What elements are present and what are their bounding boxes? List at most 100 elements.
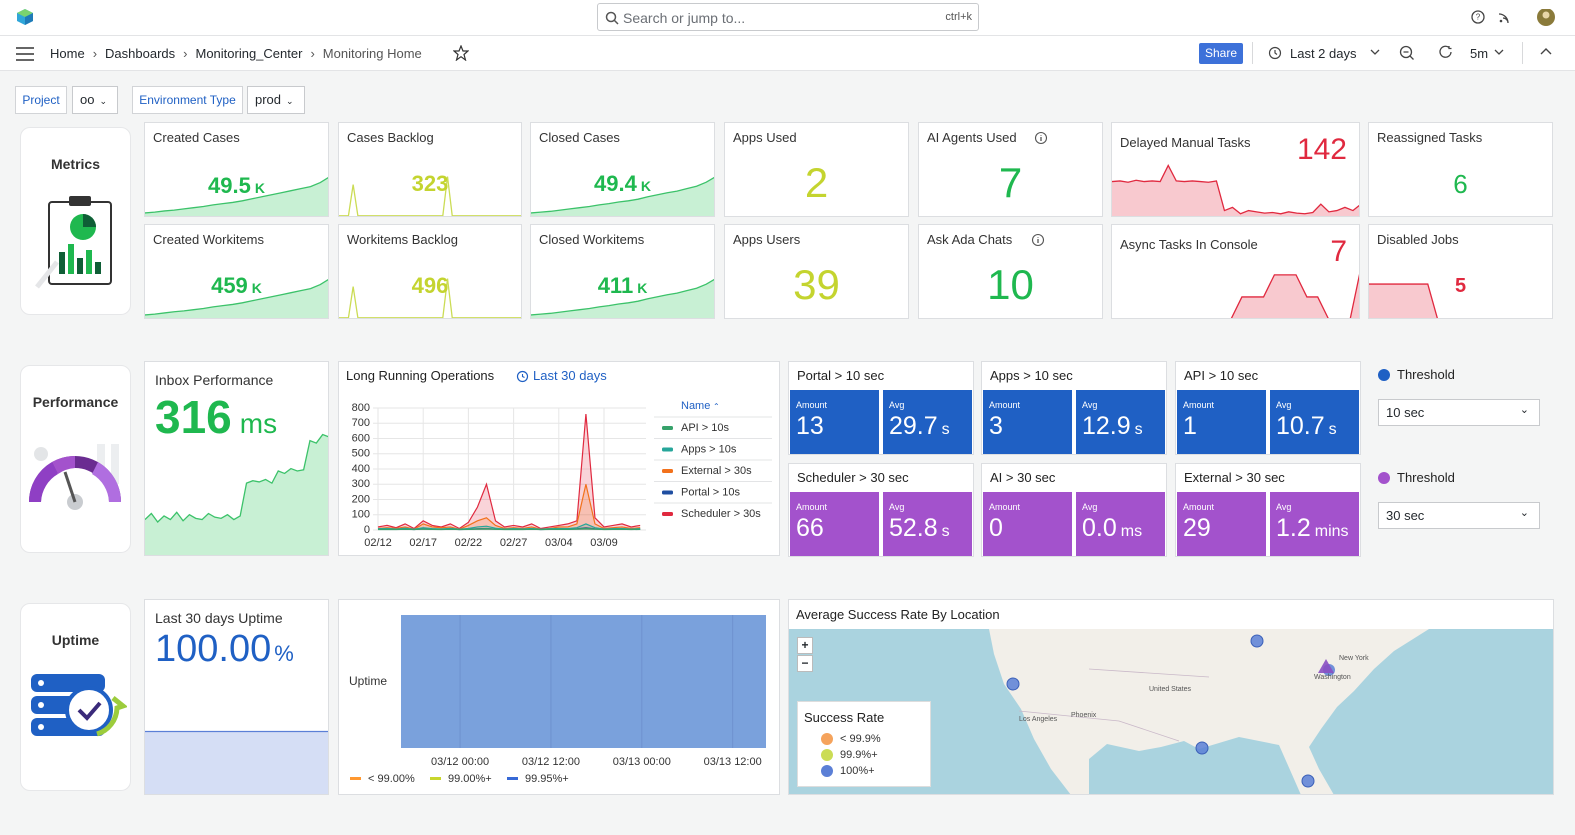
tile-value: 10.7 s: [1276, 412, 1337, 441]
search-icon: [605, 11, 619, 25]
chevron: [1370, 49, 1380, 55]
search-box[interactable]: Search or jump to... ctrl+k: [597, 3, 979, 31]
breadcrumb[interactable]: Dashboards: [105, 46, 176, 61]
tile-number: 0: [989, 514, 1003, 542]
operation-tile: Amount 1: [1177, 390, 1266, 454]
zoom-button[interactable]: −: [797, 655, 813, 672]
stat-panel: Closed Workitems 411 K: [530, 224, 715, 319]
operation-panel: Scheduler > 30 sec Amount 66 Avg 52.8 s: [788, 463, 974, 557]
inbox-panel: Inbox Performance 316 ms: [144, 361, 329, 556]
map-legend-title: Success Rate: [804, 710, 885, 725]
refresh-icon[interactable]: [1438, 45, 1454, 61]
stat-panel: Apps Users 39: [724, 224, 909, 319]
time-range[interactable]: Last 2 days: [1290, 46, 1357, 61]
operation-panel: AI > 30 sec Amount 0 Avg 0.0 ms: [981, 463, 1167, 557]
stat-value: 7: [919, 159, 1102, 207]
dot: [821, 765, 833, 777]
map-marker: [1250, 634, 1264, 648]
sparkline: [145, 433, 328, 555]
stat-panel: Closed Cases 49.4 K: [530, 122, 715, 217]
stat-title: AI Agents Used: [927, 130, 1017, 145]
icon-part: [34, 447, 48, 461]
chevron: ⌄: [1519, 507, 1529, 519]
tile-value: 1: [1183, 412, 1197, 441]
sparkline-line: [1112, 164, 1359, 215]
menu-icon[interactable]: [16, 47, 34, 61]
stat-title: Closed Workitems: [539, 232, 645, 247]
variable-select[interactable]: oo ⌄: [72, 86, 118, 114]
variable-select[interactable]: prod ⌄: [247, 86, 305, 114]
stat-title: Cases Backlog: [347, 130, 434, 145]
share-button[interactable]: Share: [1199, 43, 1243, 64]
sparkline: [339, 176, 521, 216]
uptime-value: 100.00%: [155, 628, 294, 671]
zoom-button[interactable]: +: [797, 637, 813, 654]
stat-panel: Workitems Backlog 496: [338, 224, 522, 319]
sparkline: [1369, 283, 1438, 318]
zoom-label: +: [801, 638, 809, 652]
breadcrumb-separator: ›: [310, 46, 315, 61]
legend-label: 100%+: [840, 765, 875, 777]
uptime-number: 100.00: [155, 628, 272, 670]
chevron: [1494, 49, 1504, 55]
borders: [1018, 668, 1210, 742]
stat-value: 142: [1297, 133, 1347, 167]
icon-part: [63, 471, 77, 503]
star-icon[interactable]: [453, 45, 469, 61]
map-marker: [1318, 659, 1334, 673]
top-bar: Search or jump to... ctrl+k ?: [0, 0, 1575, 36]
stat-value: 49.4 K: [531, 171, 714, 197]
collapse-icon[interactable]: [1540, 48, 1552, 56]
x-tick-label: 03/12 12:00: [522, 756, 580, 768]
stat-unit: K: [640, 178, 651, 194]
dot: [821, 733, 833, 745]
breadcrumb[interactable]: Monitoring_Center: [195, 46, 303, 61]
icon-part: [52, 455, 75, 474]
stat-number: 6: [1453, 169, 1468, 199]
stat-number: 459: [211, 273, 248, 298]
tile-value: 3: [989, 412, 1003, 441]
tile-number: 3: [989, 412, 1003, 440]
zoom-label: −: [801, 656, 809, 670]
sparkline: [1112, 164, 1359, 216]
logo: [17, 9, 33, 25]
sparkline: [1230, 273, 1359, 318]
section-icon: [28, 444, 122, 510]
operation-tile: Avg 12.9 s: [1076, 390, 1165, 454]
threshold-select[interactable]: 10 sec ⌄: [1378, 399, 1540, 426]
sparkline-area: [1231, 274, 1359, 318]
clock-hand: [521, 374, 525, 378]
uptime-unit: %: [274, 641, 294, 666]
breadcrumb: Monitoring Home: [322, 46, 422, 61]
legend-label: < 99.00%: [368, 773, 415, 785]
map-marker: [1301, 774, 1315, 788]
tile-label: Amount: [796, 502, 828, 512]
breadcrumb[interactable]: Home: [50, 46, 85, 61]
zoom-out-icon[interactable]: [1399, 45, 1415, 61]
refresh-interval[interactable]: 5m: [1470, 46, 1489, 61]
operation-tile: Avg 10.7 s: [1270, 390, 1359, 454]
divider: [1522, 42, 1523, 64]
legend-swatch: [430, 777, 441, 780]
tile-label: Amount: [1183, 400, 1215, 410]
tile-number: 1.2: [1276, 514, 1311, 542]
stat-number: 7: [998, 159, 1023, 206]
sparkline: [145, 730, 328, 794]
legend-label: Portal > 10s: [681, 486, 741, 498]
sparkline: [339, 278, 521, 318]
icon-part: [86, 250, 92, 274]
section-title: Performance: [32, 394, 119, 410]
sparkline-line: [339, 278, 521, 318]
dot: [821, 749, 833, 761]
series-line: [377, 523, 641, 530]
legend-swatch: [662, 512, 673, 516]
sparkline: [531, 176, 714, 216]
stat-panel: Created Cases 49.5 K: [144, 122, 329, 217]
legend-title[interactable]: Name: [681, 400, 710, 412]
threshold-select[interactable]: 30 sec ⌄: [1378, 502, 1540, 529]
stat-value: 7: [1330, 235, 1347, 269]
stat-title: Async Tasks In Console: [1120, 237, 1258, 252]
sparkline-line: [531, 176, 714, 214]
stat-number: 496: [411, 273, 449, 298]
y-tick-label: 400: [352, 463, 370, 475]
